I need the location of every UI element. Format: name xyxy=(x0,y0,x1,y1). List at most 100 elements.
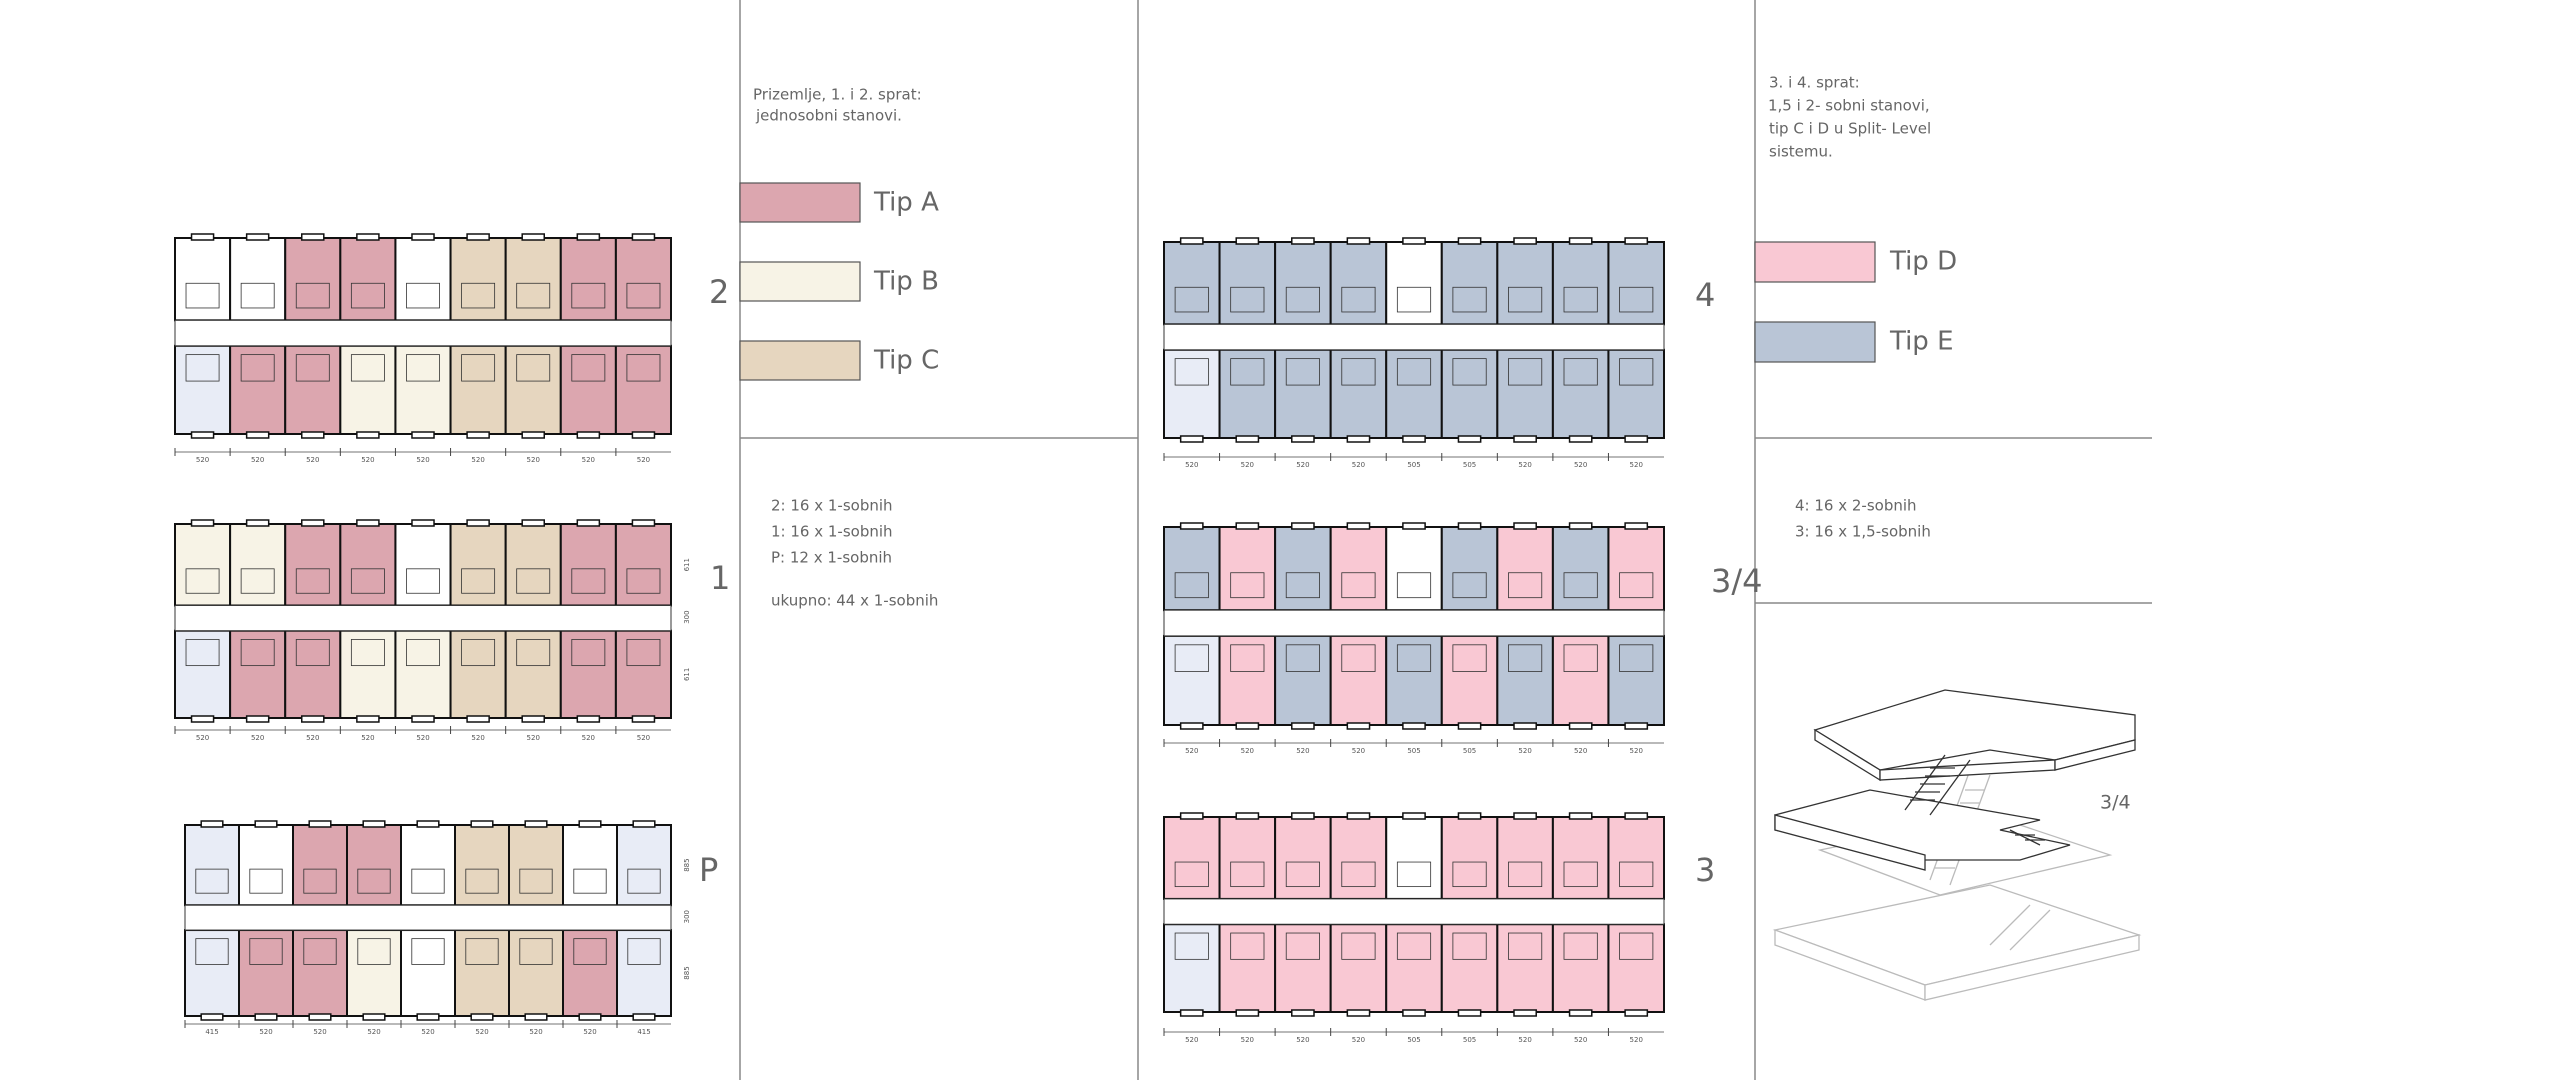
notch xyxy=(1235,722,1260,730)
dim-text: 520 xyxy=(306,734,319,742)
bathroom xyxy=(461,282,496,309)
unit xyxy=(1163,816,1221,900)
unit xyxy=(284,237,342,322)
notch xyxy=(1179,435,1204,443)
unit xyxy=(1274,348,1332,439)
bathroom xyxy=(240,568,275,594)
dim-text: 520 xyxy=(527,734,540,742)
bathroom xyxy=(1563,286,1598,313)
unit xyxy=(1440,923,1499,1013)
notch xyxy=(301,233,325,241)
notch xyxy=(1346,1009,1371,1017)
notch xyxy=(1291,1009,1315,1017)
dim-text: 520 xyxy=(475,1028,488,1036)
notch xyxy=(245,431,270,439)
dim-text: 520 xyxy=(1574,747,1587,755)
notch xyxy=(1457,1009,1482,1017)
unit xyxy=(292,929,348,1017)
bathroom xyxy=(571,568,606,594)
unit xyxy=(562,929,618,1017)
unit xyxy=(449,629,507,720)
intro-text: 3. i 4. sprat: xyxy=(1769,74,1860,92)
unit xyxy=(454,929,510,1017)
bathroom xyxy=(571,282,606,309)
floor-plan xyxy=(1163,237,1666,443)
notch xyxy=(631,715,656,723)
corridor xyxy=(174,604,672,632)
bathroom xyxy=(1341,644,1376,672)
notch xyxy=(1457,522,1482,530)
unit xyxy=(559,629,617,720)
unit xyxy=(400,929,456,1017)
bathroom xyxy=(1563,932,1598,960)
bathroom xyxy=(1285,286,1320,313)
bathroom xyxy=(411,868,445,894)
bathroom xyxy=(1452,861,1487,888)
bathroom xyxy=(1396,644,1432,672)
side-dim-text: 300 xyxy=(683,910,691,923)
notch xyxy=(1568,522,1593,530)
unit xyxy=(504,344,562,435)
bathroom xyxy=(573,938,607,965)
notch xyxy=(1179,237,1204,245)
unit xyxy=(1274,923,1332,1013)
dim-text: 520 xyxy=(367,1028,380,1036)
unit xyxy=(1163,526,1221,612)
unit xyxy=(1329,923,1388,1013)
bathroom xyxy=(1452,358,1487,386)
notch xyxy=(576,431,601,439)
unit xyxy=(1496,634,1554,727)
unit xyxy=(1440,348,1499,439)
bathroom xyxy=(516,639,551,667)
bathroom xyxy=(303,938,337,965)
notch xyxy=(1346,722,1371,730)
legend-label: Tip A xyxy=(873,188,939,218)
notch xyxy=(1402,1009,1426,1017)
unit xyxy=(1551,923,1610,1013)
bathroom xyxy=(249,868,283,894)
bathroom xyxy=(516,354,551,382)
notch xyxy=(1457,237,1482,245)
unit xyxy=(339,629,397,720)
notch xyxy=(1402,435,1426,443)
intro-text: Prizemlje, 1. i 2. sprat: xyxy=(753,86,922,104)
floor-label: 4 xyxy=(1695,276,1715,314)
notch xyxy=(308,1013,332,1021)
unit xyxy=(504,629,562,720)
bathroom xyxy=(1230,358,1265,386)
bathroom xyxy=(465,938,499,965)
unit xyxy=(394,523,452,607)
dim-text: 520 xyxy=(529,1028,542,1036)
bathroom xyxy=(1396,358,1432,386)
dim-text: 415 xyxy=(637,1028,650,1036)
bathroom xyxy=(1396,572,1432,599)
bathroom xyxy=(1230,932,1265,960)
unit xyxy=(184,929,240,1017)
notch xyxy=(356,431,380,439)
dim-text: 505 xyxy=(1407,461,1420,469)
bathroom xyxy=(406,639,440,667)
notch xyxy=(524,820,548,828)
notch xyxy=(1513,1009,1537,1017)
dim-text: 520 xyxy=(196,456,209,464)
dim-text: 505 xyxy=(1463,461,1476,469)
unit xyxy=(614,629,673,720)
notch xyxy=(1457,812,1482,820)
bathroom xyxy=(1174,286,1209,313)
notch xyxy=(411,431,435,439)
notch xyxy=(308,820,332,828)
notch xyxy=(1568,722,1593,730)
bathroom xyxy=(1230,286,1265,313)
notch xyxy=(1291,722,1315,730)
unit xyxy=(1385,241,1443,326)
bathroom xyxy=(350,354,385,382)
side-dim-text: 611 xyxy=(683,668,691,681)
notch xyxy=(470,1013,494,1021)
unit xyxy=(449,523,507,607)
bathroom xyxy=(406,282,440,309)
unit xyxy=(449,344,507,435)
dim-text: 520 xyxy=(1574,1036,1587,1044)
dim-text: 520 xyxy=(313,1028,326,1036)
notch xyxy=(1624,237,1649,245)
